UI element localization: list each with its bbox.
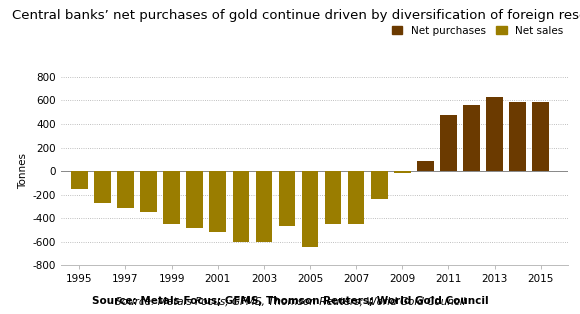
Bar [186,171,203,228]
Bar [209,171,226,232]
Bar [256,171,272,242]
Text: Source: Metals Focus; GFMS, Thomson Reuters; World Gold Council: Source: Metals Focus; GFMS, Thomson Reut… [92,296,488,306]
Bar [71,171,88,189]
Y-axis label: Tonnes: Tonnes [19,153,28,189]
Bar [302,171,318,247]
Bar [233,171,249,242]
Bar [486,97,503,171]
Bar [94,171,111,203]
Bar [325,171,342,224]
Bar [371,171,387,199]
Bar [140,171,157,212]
Bar [394,171,411,173]
Bar [463,105,480,171]
Text: Central banks’ net purchases of gold continue driven by diversification of forei: Central banks’ net purchases of gold con… [12,9,580,22]
Legend: Net purchases, Net sales: Net purchases, Net sales [392,26,563,35]
Bar [348,171,364,224]
Bar [417,160,434,171]
Bar [532,102,549,171]
Bar [278,171,295,226]
Bar [117,171,134,208]
Bar [440,115,456,171]
Text: Source: Metals Focus; GFMS, Thomson Reuters; World Gold Council: Source: Metals Focus; GFMS, Thomson Reut… [115,296,465,306]
Bar [509,102,526,171]
Bar [164,171,180,224]
